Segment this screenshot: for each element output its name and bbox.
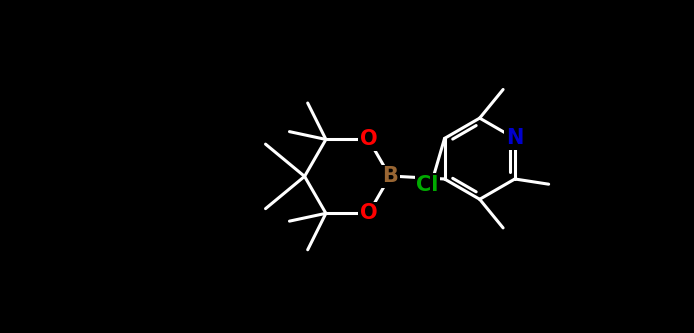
Text: B: B — [382, 166, 398, 186]
Text: Cl: Cl — [416, 175, 439, 195]
Text: N: N — [506, 129, 523, 149]
Text: O: O — [359, 203, 378, 223]
Text: O: O — [359, 130, 378, 150]
